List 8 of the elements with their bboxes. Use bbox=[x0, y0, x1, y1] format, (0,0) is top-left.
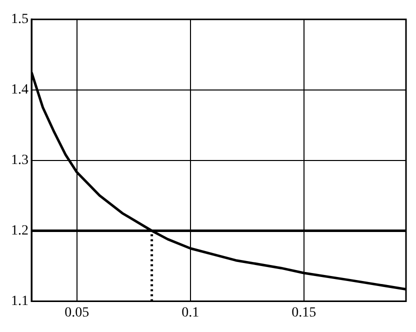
x-tick-label: 0.15 bbox=[292, 305, 316, 320]
y-tick-label: 1.3 bbox=[11, 152, 28, 168]
x-tick-label: 0.05 bbox=[64, 305, 90, 320]
x-tick-label: 0.1 bbox=[182, 305, 200, 320]
y-tick-label: 1.5 bbox=[11, 12, 28, 28]
y-tick-label: 1.2 bbox=[11, 223, 28, 238]
y-tick-label: 1.4 bbox=[11, 82, 28, 98]
y-tick-label: 1.1 bbox=[11, 294, 28, 309]
